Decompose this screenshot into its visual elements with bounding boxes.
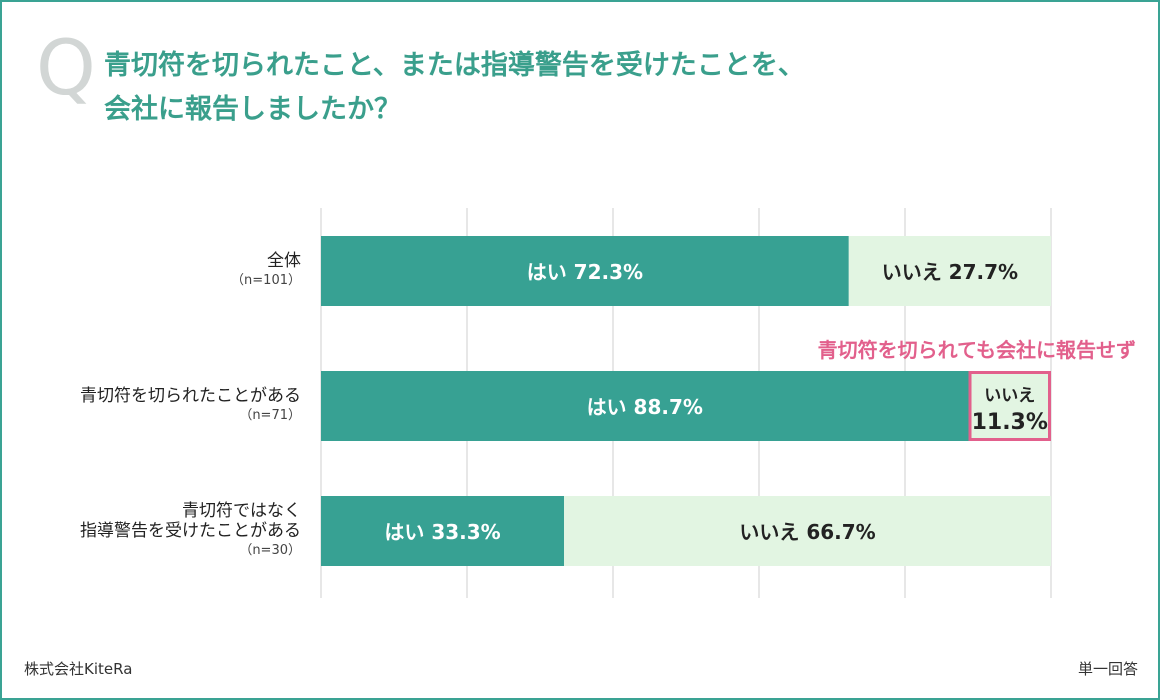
category-n-label: （n=30）: [239, 543, 301, 558]
company-name: 株式会社KiteRa: [24, 660, 133, 678]
data-label: いいえ 27.7%: [882, 260, 1018, 284]
question-mark-icon: Q: [36, 23, 96, 112]
bar-segment: [321, 236, 849, 306]
bar-segment: [564, 496, 1051, 566]
category-label: 全体: [267, 251, 301, 271]
answer-type: 単一回答: [1077, 660, 1138, 678]
category-n-label: （n=101）: [231, 273, 301, 288]
category-n-label: （n=71）: [239, 408, 301, 423]
data-label: はい 72.3%: [527, 260, 643, 284]
data-label: はい 33.3%: [384, 520, 500, 544]
bar-segment: [848, 236, 1051, 306]
bar-segment: [321, 496, 565, 566]
question-text: 青切符を切られたこと、または指導警告を受けたことを、 会社に報告しましたか？: [104, 44, 805, 132]
data-label-value: 11.3%: [972, 410, 1048, 435]
annotation-label: 青切符を切られても会社に報告せず: [818, 338, 1136, 362]
data-label: はい 88.7%: [587, 395, 703, 419]
question-line-1: 青切符を切られたこと、または指導警告を受けたことを、: [104, 50, 805, 81]
category-label: 指導警告を受けたことがある: [80, 521, 301, 541]
data-label: いいえ 66.7%: [739, 520, 875, 544]
bar-segment: [321, 371, 969, 441]
question-line-2: 会社に報告しましたか？: [104, 94, 401, 125]
category-label: 青切符ではなく: [182, 501, 301, 521]
bar-segment: [968, 371, 1051, 441]
highlight-box: [968, 371, 1052, 441]
data-label-name: いいえ: [984, 386, 1035, 406]
category-label: 青切符を切られたことがある: [80, 386, 301, 406]
